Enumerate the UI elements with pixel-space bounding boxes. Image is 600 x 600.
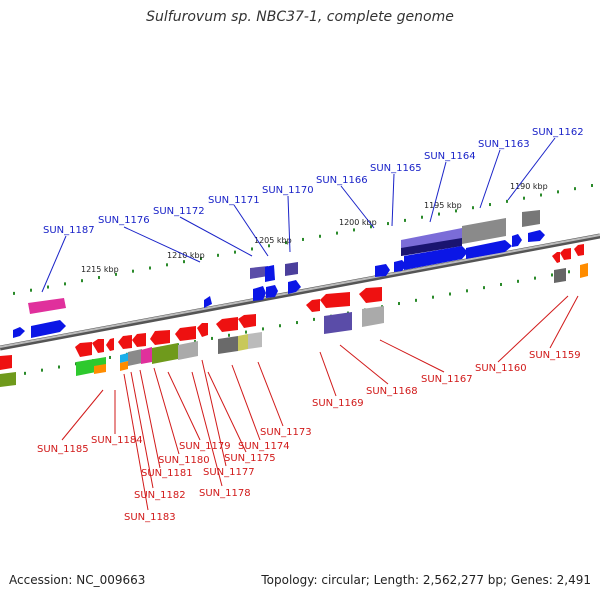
genome-summary-text: Topology: circular; Length: 2,562,277 bp… <box>261 573 591 587</box>
kbp-label: 1195 kbp <box>424 201 462 210</box>
gene-label-forward: SUN_1172 <box>153 206 205 217</box>
gene-label-reverse: SUN_1184 <box>91 435 143 446</box>
gene-label-reverse: SUN_1181 <box>141 468 193 479</box>
reverse-genes <box>0 244 588 387</box>
genome-title: Sulfurovum sp. NBC37-1, complete genome <box>146 9 454 25</box>
forward-leaders <box>41 137 556 293</box>
gene-label-forward: SUN_1187 <box>43 225 95 236</box>
gene-label-reverse: SUN_1185 <box>37 444 89 455</box>
gene-label-forward: SUN_1170 <box>262 185 314 196</box>
gene-label-reverse: SUN_1177 <box>203 467 255 478</box>
gene-label-forward: SUN_1164 <box>424 151 476 162</box>
gene-label-forward: SUN_1163 <box>478 139 530 150</box>
gene-label-forward: SUN_1176 <box>98 215 150 226</box>
forward-genes <box>13 210 545 338</box>
kbp-label: 1215 kbp <box>81 265 119 274</box>
gene-label-reverse: SUN_1178 <box>199 488 251 499</box>
gene-label-reverse: SUN_1180 <box>158 455 210 466</box>
gene-label-reverse: SUN_1167 <box>421 374 473 385</box>
gene-label-forward: SUN_1165 <box>370 163 422 174</box>
gene-label-forward: SUN_1162 <box>532 127 584 138</box>
gene-label-reverse: SUN_1160 <box>475 363 527 374</box>
gene-label-reverse: SUN_1173 <box>260 427 312 438</box>
gene-label-reverse: SUN_1182 <box>134 490 186 501</box>
gene-label-reverse: SUN_1168 <box>366 386 418 397</box>
gene-label-forward: SUN_1171 <box>208 195 260 206</box>
gene-label-reverse: SUN_1169 <box>312 398 364 409</box>
kbp-label: 1200 kbp <box>339 218 377 227</box>
accession-text: Accession: NC_009663 <box>9 573 146 587</box>
gene-label-forward: SUN_1166 <box>316 175 368 186</box>
gene-label-reverse: SUN_1179 <box>179 441 231 452</box>
gene-label-reverse: SUN_1183 <box>124 512 176 523</box>
gene-label-reverse: SUN_1175 <box>224 453 276 464</box>
reverse-leaders <box>61 295 579 511</box>
kbp-label: 1205 kbp <box>254 236 292 245</box>
gene-label-reverse: SUN_1174 <box>238 441 290 452</box>
kbp-label: 1190 kbp <box>510 182 548 191</box>
gene-label-reverse: SUN_1159 <box>529 350 581 361</box>
